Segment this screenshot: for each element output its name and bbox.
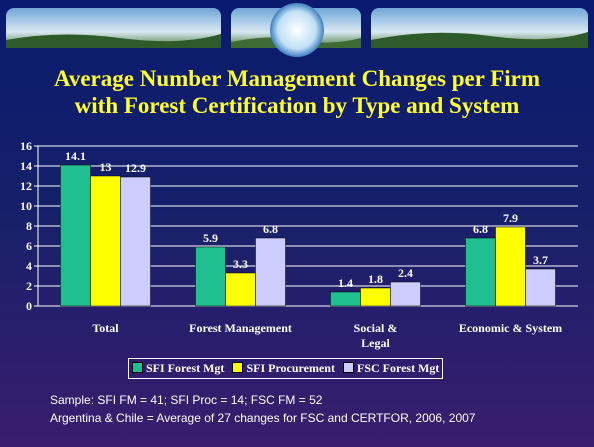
- legend-label: SFI Forest Mgt: [146, 361, 224, 375]
- y-tick-label: 6: [26, 239, 32, 253]
- legend-swatch: [232, 362, 243, 373]
- slide: Average Number Management Changes per Fi…: [0, 0, 594, 447]
- note: Argentina & Chile = Average of 27 change…: [50, 411, 475, 425]
- chart-title: with Forest Certification by Type and Sy…: [0, 93, 594, 119]
- data-label: 7.9: [503, 211, 518, 225]
- x-tick-label: Economic & System: [446, 321, 576, 336]
- bar: [331, 292, 361, 306]
- bar: [196, 247, 226, 306]
- banner: [0, 0, 594, 60]
- data-label: 6.8: [263, 222, 278, 236]
- y-tick-label: 4: [26, 259, 32, 273]
- bar: [361, 288, 391, 306]
- bar: [61, 165, 91, 306]
- legend-label: SFI Procurement: [246, 361, 335, 375]
- data-label: 3.3: [233, 257, 248, 271]
- y-tick-label: 0: [26, 299, 32, 313]
- data-label: 14.1: [65, 149, 86, 163]
- y-tick-label: 16: [20, 139, 32, 153]
- x-tick-label: Social & Legal: [346, 321, 406, 351]
- y-tick-label: 2: [26, 279, 32, 293]
- chart-title: Average Number Management Changes per Fi…: [0, 66, 594, 92]
- legend-swatch: [132, 362, 143, 373]
- data-label: 2.4: [398, 266, 413, 280]
- y-tick-label: 14: [20, 159, 32, 173]
- x-tick-label: Forest Management: [176, 321, 306, 336]
- y-tick-label: 10: [20, 199, 32, 213]
- legend-item: FSC Forest Mgt: [343, 361, 439, 376]
- note: Sample: SFI FM = 41; SFI Proc = 14; FSC …: [50, 393, 322, 407]
- bar: [496, 227, 526, 306]
- data-label: 3.7: [533, 253, 548, 267]
- bar: [91, 176, 121, 306]
- legend-swatch: [343, 362, 354, 373]
- bar: [226, 273, 256, 306]
- legend-item: SFI Forest Mgt: [132, 361, 224, 376]
- legend: SFI Forest Mgt SFI Procurement FSC Forest …: [128, 358, 443, 379]
- bar: [121, 177, 151, 306]
- data-label: 13: [100, 160, 112, 174]
- x-tick-label: Total: [41, 321, 171, 336]
- legend-label: FSC Forest Mgt: [357, 361, 439, 375]
- bar: [526, 269, 556, 306]
- y-tick-label: 12: [20, 179, 32, 193]
- y-tick-label: 8: [26, 219, 32, 233]
- bar: [391, 282, 421, 306]
- data-label: 1.8: [368, 272, 383, 286]
- legend-item: SFI Procurement: [232, 361, 335, 376]
- data-label: 12.9: [125, 161, 146, 175]
- data-label: 6.8: [473, 222, 488, 236]
- bar: [466, 238, 496, 306]
- bar: [256, 238, 286, 306]
- data-label: 5.9: [203, 231, 218, 245]
- data-label: 1.4: [338, 276, 353, 290]
